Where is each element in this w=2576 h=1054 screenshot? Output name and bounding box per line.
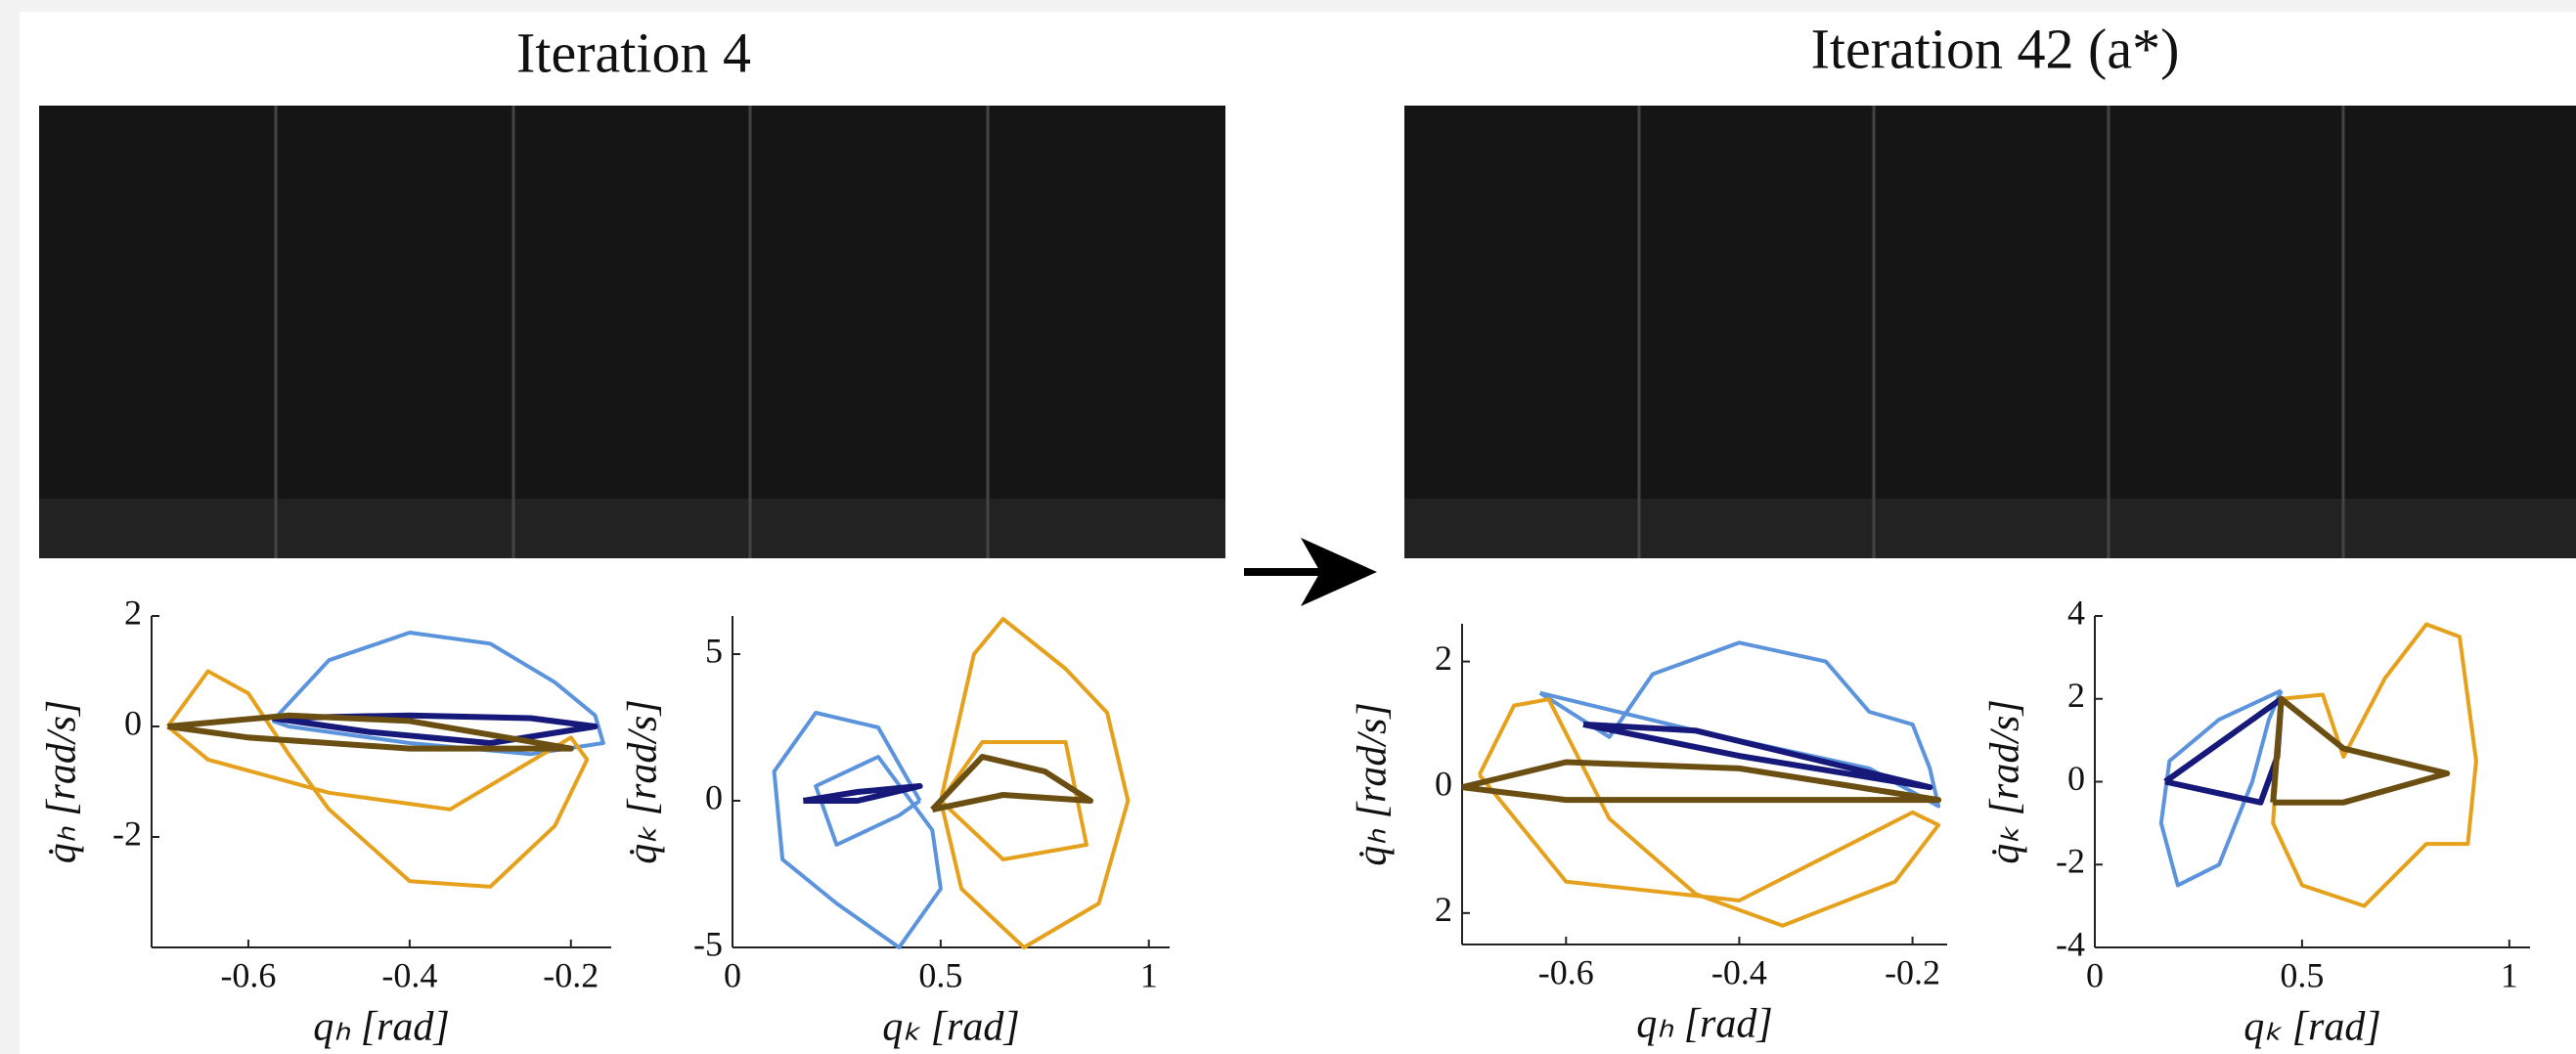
x-tick-label: 0.5 <box>918 955 962 994</box>
x-tick-label: -0.4 <box>381 955 437 994</box>
x-axis-label: qₖ [rad] <box>2243 1005 2380 1050</box>
y-axis-label: q̇ₕ [rad/s] <box>1351 702 1396 866</box>
y-tick-label: 0 <box>705 777 723 816</box>
y-tick-label: 0 <box>124 703 142 742</box>
x-tick-label: 1 <box>2501 955 2518 994</box>
y-tick-label: 2 <box>1435 890 1452 929</box>
x-tick-label: -0.6 <box>1538 952 1594 991</box>
y-tick-label: -4 <box>2056 924 2085 963</box>
y-tick-label: 2 <box>1435 638 1452 678</box>
x-tick-label: -0.6 <box>220 955 276 994</box>
x-tick-label: 1 <box>1140 955 1158 994</box>
y-tick-label: 2 <box>2067 676 2085 715</box>
figure: Iteration 4 Iteration 42 (a*) -0.6 -0.4 -0… <box>0 0 2576 1054</box>
y-tick-label: 0 <box>2067 759 2085 798</box>
panel-title: Iteration 4 <box>516 21 751 84</box>
y-tick-label: 5 <box>705 631 723 670</box>
panel-title: Iteration 42 (a*) <box>1811 17 2180 80</box>
y-axis-label: q̇ₖ [rad/s] <box>621 699 666 863</box>
y-tick-label: 2 <box>124 593 142 632</box>
x-tick-label: -0.4 <box>1711 952 1767 991</box>
x-tick-label: 0 <box>2086 955 2104 994</box>
y-tick-label: -2 <box>2056 842 2085 881</box>
y-axis-label: q̇ₖ [rad/s] <box>1983 699 2028 863</box>
x-axis-label: qₖ [rad] <box>882 1005 1019 1050</box>
y-tick-label: 0 <box>1435 764 1452 803</box>
x-tick-label: -0.2 <box>1885 952 1940 991</box>
x-tick-label: 0 <box>724 955 741 994</box>
y-tick-label: 4 <box>2067 593 2085 632</box>
x-tick-label: 0.5 <box>2280 955 2324 994</box>
x-tick-label: -0.2 <box>543 955 599 994</box>
x-axis-label: qₕ [rad] <box>1636 1002 1773 1047</box>
x-axis-label: qₕ [rad] <box>313 1005 450 1050</box>
y-axis-label: q̇ₕ [rad/s] <box>40 700 85 864</box>
y-tick-label: -2 <box>112 813 142 853</box>
y-tick-label: -5 <box>693 924 723 963</box>
